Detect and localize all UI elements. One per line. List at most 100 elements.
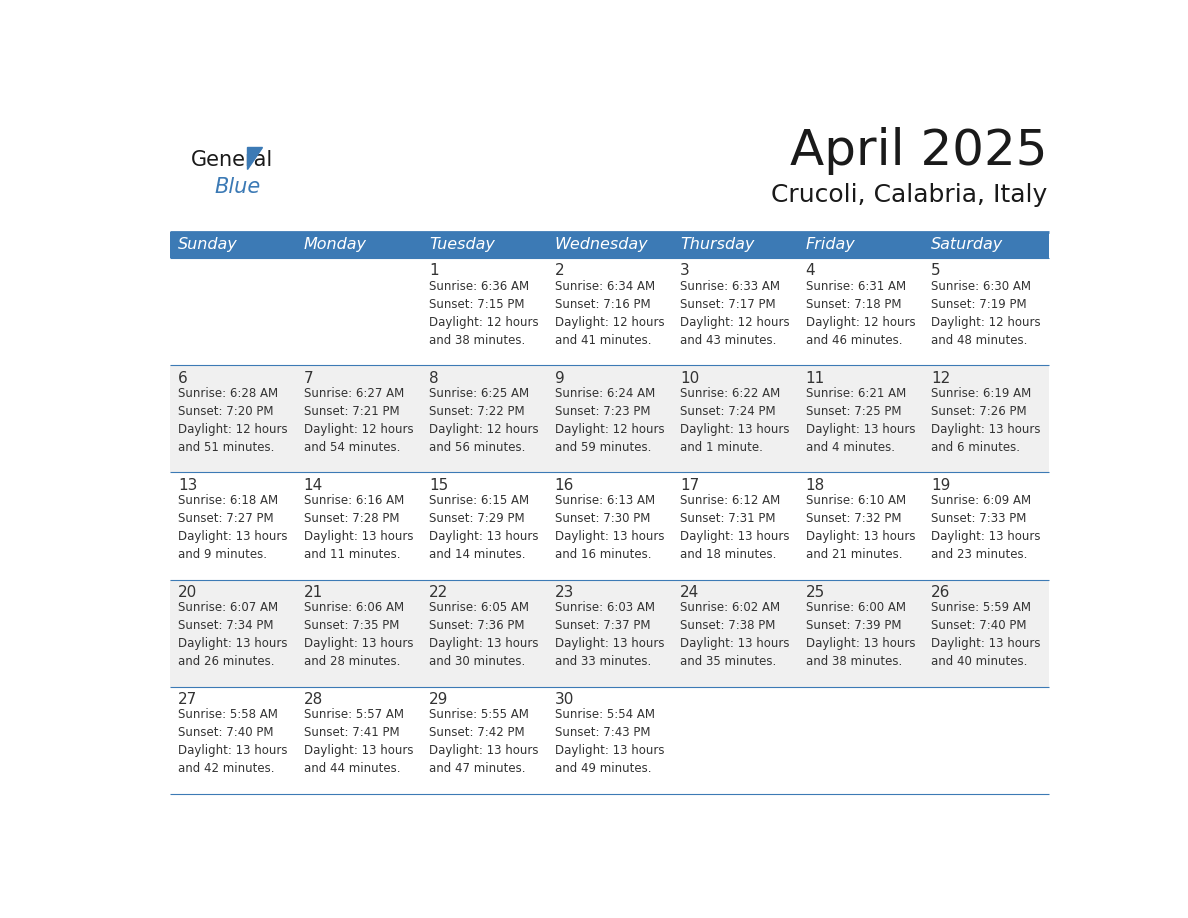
Bar bbox=[296, 365, 422, 473]
Bar bbox=[296, 258, 422, 365]
Bar bbox=[170, 473, 296, 579]
Bar bbox=[923, 687, 1049, 794]
Bar bbox=[672, 365, 798, 473]
Text: 2: 2 bbox=[555, 263, 564, 278]
Text: Sunrise: 6:24 AM
Sunset: 7:23 PM
Daylight: 12 hours
and 59 minutes.: Sunrise: 6:24 AM Sunset: 7:23 PM Dayligh… bbox=[555, 386, 664, 453]
Bar bbox=[672, 258, 798, 365]
Text: 29: 29 bbox=[429, 692, 448, 707]
Text: Sunrise: 6:15 AM
Sunset: 7:29 PM
Daylight: 13 hours
and 14 minutes.: Sunrise: 6:15 AM Sunset: 7:29 PM Dayligh… bbox=[429, 494, 538, 561]
Bar bbox=[296, 473, 422, 579]
Text: 6: 6 bbox=[178, 371, 188, 386]
Bar bbox=[170, 365, 296, 473]
Text: Sunrise: 6:18 AM
Sunset: 7:27 PM
Daylight: 13 hours
and 9 minutes.: Sunrise: 6:18 AM Sunset: 7:27 PM Dayligh… bbox=[178, 494, 287, 561]
Bar bbox=[923, 232, 1049, 258]
Text: Tuesday: Tuesday bbox=[429, 238, 495, 252]
Text: Sunrise: 6:02 AM
Sunset: 7:38 PM
Daylight: 13 hours
and 35 minutes.: Sunrise: 6:02 AM Sunset: 7:38 PM Dayligh… bbox=[681, 601, 790, 668]
Bar bbox=[170, 687, 296, 794]
Bar bbox=[546, 579, 672, 687]
Bar bbox=[798, 365, 923, 473]
Text: 13: 13 bbox=[178, 477, 197, 493]
Text: 27: 27 bbox=[178, 692, 197, 707]
Bar bbox=[923, 473, 1049, 579]
Text: Sunrise: 6:22 AM
Sunset: 7:24 PM
Daylight: 13 hours
and 1 minute.: Sunrise: 6:22 AM Sunset: 7:24 PM Dayligh… bbox=[681, 386, 790, 453]
Text: Sunrise: 6:19 AM
Sunset: 7:26 PM
Daylight: 13 hours
and 6 minutes.: Sunrise: 6:19 AM Sunset: 7:26 PM Dayligh… bbox=[931, 386, 1041, 453]
Bar bbox=[296, 579, 422, 687]
Text: Sunrise: 5:54 AM
Sunset: 7:43 PM
Daylight: 13 hours
and 49 minutes.: Sunrise: 5:54 AM Sunset: 7:43 PM Dayligh… bbox=[555, 709, 664, 776]
Text: 19: 19 bbox=[931, 477, 950, 493]
Text: Sunrise: 5:59 AM
Sunset: 7:40 PM
Daylight: 13 hours
and 40 minutes.: Sunrise: 5:59 AM Sunset: 7:40 PM Dayligh… bbox=[931, 601, 1041, 668]
Bar bbox=[422, 687, 546, 794]
Bar bbox=[546, 232, 672, 258]
Bar bbox=[422, 232, 546, 258]
Bar bbox=[672, 232, 798, 258]
Text: 17: 17 bbox=[681, 477, 700, 493]
Text: 12: 12 bbox=[931, 371, 950, 386]
Text: 24: 24 bbox=[681, 585, 700, 600]
Text: 21: 21 bbox=[303, 585, 323, 600]
Text: Sunrise: 6:30 AM
Sunset: 7:19 PM
Daylight: 12 hours
and 48 minutes.: Sunrise: 6:30 AM Sunset: 7:19 PM Dayligh… bbox=[931, 280, 1041, 347]
Text: 26: 26 bbox=[931, 585, 950, 600]
Bar bbox=[170, 258, 296, 365]
Text: Sunrise: 6:06 AM
Sunset: 7:35 PM
Daylight: 13 hours
and 28 minutes.: Sunrise: 6:06 AM Sunset: 7:35 PM Dayligh… bbox=[303, 601, 413, 668]
Text: Sunrise: 6:34 AM
Sunset: 7:16 PM
Daylight: 12 hours
and 41 minutes.: Sunrise: 6:34 AM Sunset: 7:16 PM Dayligh… bbox=[555, 280, 664, 347]
Text: General: General bbox=[191, 150, 273, 170]
Bar bbox=[672, 579, 798, 687]
Bar bbox=[546, 687, 672, 794]
Text: April 2025: April 2025 bbox=[790, 127, 1048, 175]
Bar bbox=[422, 258, 546, 365]
Text: Saturday: Saturday bbox=[931, 238, 1004, 252]
Text: 25: 25 bbox=[805, 585, 824, 600]
Text: Sunday: Sunday bbox=[178, 238, 238, 252]
Bar bbox=[923, 258, 1049, 365]
Text: Sunrise: 6:31 AM
Sunset: 7:18 PM
Daylight: 12 hours
and 46 minutes.: Sunrise: 6:31 AM Sunset: 7:18 PM Dayligh… bbox=[805, 280, 915, 347]
Text: Sunrise: 6:00 AM
Sunset: 7:39 PM
Daylight: 13 hours
and 38 minutes.: Sunrise: 6:00 AM Sunset: 7:39 PM Dayligh… bbox=[805, 601, 915, 668]
Text: Sunrise: 6:07 AM
Sunset: 7:34 PM
Daylight: 13 hours
and 26 minutes.: Sunrise: 6:07 AM Sunset: 7:34 PM Dayligh… bbox=[178, 601, 287, 668]
Text: 4: 4 bbox=[805, 263, 815, 278]
Text: Sunrise: 6:36 AM
Sunset: 7:15 PM
Daylight: 12 hours
and 38 minutes.: Sunrise: 6:36 AM Sunset: 7:15 PM Dayligh… bbox=[429, 280, 538, 347]
Text: Crucoli, Calabria, Italy: Crucoli, Calabria, Italy bbox=[771, 184, 1048, 207]
Text: Sunrise: 6:05 AM
Sunset: 7:36 PM
Daylight: 13 hours
and 30 minutes.: Sunrise: 6:05 AM Sunset: 7:36 PM Dayligh… bbox=[429, 601, 538, 668]
Bar bbox=[170, 579, 296, 687]
Text: Blue: Blue bbox=[214, 177, 260, 197]
Text: 3: 3 bbox=[681, 263, 690, 278]
Text: Sunrise: 5:55 AM
Sunset: 7:42 PM
Daylight: 13 hours
and 47 minutes.: Sunrise: 5:55 AM Sunset: 7:42 PM Dayligh… bbox=[429, 709, 538, 776]
Text: Sunrise: 6:03 AM
Sunset: 7:37 PM
Daylight: 13 hours
and 33 minutes.: Sunrise: 6:03 AM Sunset: 7:37 PM Dayligh… bbox=[555, 601, 664, 668]
Text: 10: 10 bbox=[681, 371, 700, 386]
Text: 7: 7 bbox=[303, 371, 314, 386]
Bar bbox=[798, 579, 923, 687]
Bar bbox=[546, 258, 672, 365]
Bar bbox=[296, 687, 422, 794]
Bar bbox=[923, 365, 1049, 473]
Bar bbox=[672, 473, 798, 579]
Text: 22: 22 bbox=[429, 585, 448, 600]
Bar bbox=[546, 365, 672, 473]
Text: Sunrise: 6:13 AM
Sunset: 7:30 PM
Daylight: 13 hours
and 16 minutes.: Sunrise: 6:13 AM Sunset: 7:30 PM Dayligh… bbox=[555, 494, 664, 561]
Text: Sunrise: 6:10 AM
Sunset: 7:32 PM
Daylight: 13 hours
and 21 minutes.: Sunrise: 6:10 AM Sunset: 7:32 PM Dayligh… bbox=[805, 494, 915, 561]
Text: 23: 23 bbox=[555, 585, 574, 600]
Bar bbox=[296, 232, 422, 258]
Bar bbox=[798, 232, 923, 258]
Text: 30: 30 bbox=[555, 692, 574, 707]
Bar bbox=[422, 579, 546, 687]
Text: Sunrise: 6:21 AM
Sunset: 7:25 PM
Daylight: 13 hours
and 4 minutes.: Sunrise: 6:21 AM Sunset: 7:25 PM Dayligh… bbox=[805, 386, 915, 453]
Text: 9: 9 bbox=[555, 371, 564, 386]
Text: 18: 18 bbox=[805, 477, 824, 493]
Text: Friday: Friday bbox=[805, 238, 855, 252]
Text: Sunrise: 6:12 AM
Sunset: 7:31 PM
Daylight: 13 hours
and 18 minutes.: Sunrise: 6:12 AM Sunset: 7:31 PM Dayligh… bbox=[681, 494, 790, 561]
Bar bbox=[923, 579, 1049, 687]
Bar bbox=[422, 473, 546, 579]
Text: 8: 8 bbox=[429, 371, 438, 386]
Bar bbox=[798, 473, 923, 579]
Bar bbox=[798, 687, 923, 794]
Text: Sunrise: 6:33 AM
Sunset: 7:17 PM
Daylight: 12 hours
and 43 minutes.: Sunrise: 6:33 AM Sunset: 7:17 PM Dayligh… bbox=[681, 280, 790, 347]
Text: 28: 28 bbox=[303, 692, 323, 707]
Text: 14: 14 bbox=[303, 477, 323, 493]
Polygon shape bbox=[247, 147, 263, 169]
Text: Sunrise: 6:09 AM
Sunset: 7:33 PM
Daylight: 13 hours
and 23 minutes.: Sunrise: 6:09 AM Sunset: 7:33 PM Dayligh… bbox=[931, 494, 1041, 561]
Bar bbox=[170, 232, 296, 258]
Text: 5: 5 bbox=[931, 263, 941, 278]
Bar bbox=[546, 473, 672, 579]
Bar bbox=[672, 687, 798, 794]
Text: 16: 16 bbox=[555, 477, 574, 493]
Bar bbox=[798, 258, 923, 365]
